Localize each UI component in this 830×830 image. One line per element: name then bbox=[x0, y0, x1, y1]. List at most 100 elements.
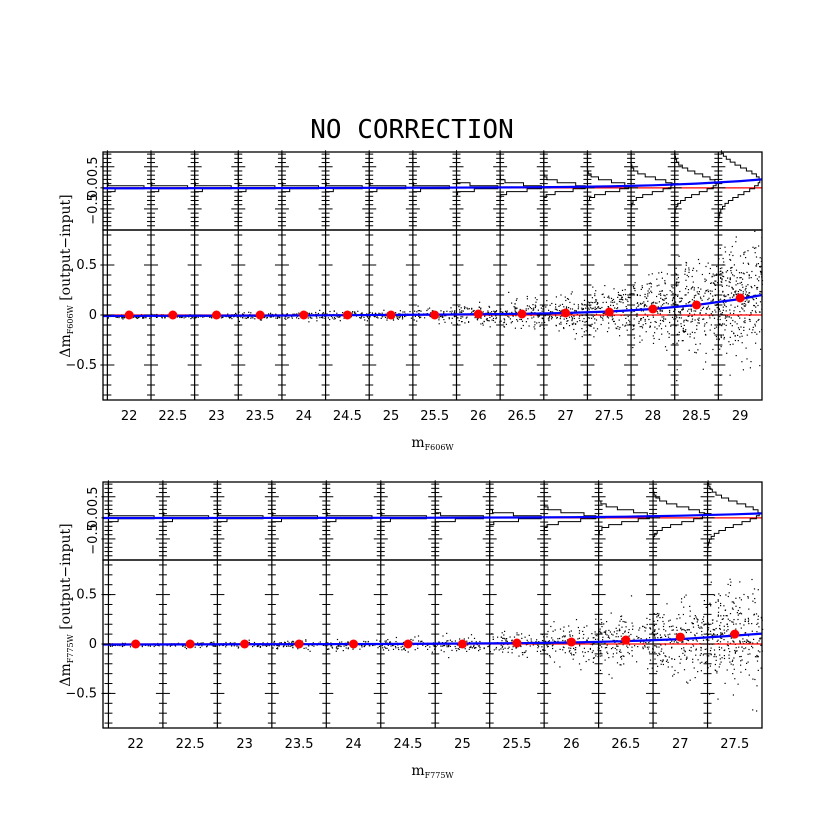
data-point bbox=[636, 294, 638, 296]
data-point bbox=[740, 277, 742, 279]
data-point bbox=[559, 628, 562, 630]
data-point bbox=[449, 311, 451, 313]
data-point bbox=[230, 316, 232, 318]
data-point bbox=[644, 293, 646, 295]
data-point bbox=[343, 645, 345, 647]
data-point bbox=[491, 311, 493, 313]
data-point bbox=[621, 289, 624, 291]
data-point bbox=[659, 323, 662, 325]
y-tick-label: 0.5 bbox=[76, 258, 97, 273]
data-point bbox=[536, 322, 538, 324]
data-point bbox=[740, 613, 743, 615]
data-point bbox=[746, 640, 748, 642]
data-point bbox=[625, 626, 627, 628]
data-point bbox=[748, 295, 750, 297]
data-point bbox=[701, 627, 703, 629]
data-point bbox=[676, 369, 678, 371]
data-point bbox=[741, 284, 743, 286]
data-point bbox=[579, 315, 581, 317]
data-point bbox=[754, 252, 756, 254]
data-point bbox=[694, 319, 696, 321]
data-point bbox=[685, 279, 687, 281]
data-point bbox=[587, 301, 589, 303]
data-point bbox=[231, 645, 233, 647]
data-point bbox=[731, 296, 734, 298]
data-point bbox=[394, 645, 397, 648]
data-point bbox=[649, 282, 651, 284]
data-point bbox=[715, 336, 717, 338]
data-point bbox=[669, 321, 671, 324]
data-point bbox=[252, 317, 254, 319]
data-point bbox=[311, 312, 313, 314]
data-point bbox=[478, 645, 480, 647]
data-point bbox=[115, 316, 117, 318]
data-point bbox=[615, 327, 617, 329]
data-point bbox=[735, 605, 737, 607]
data-point bbox=[599, 644, 601, 647]
data-point bbox=[670, 625, 672, 628]
data-point bbox=[601, 646, 603, 648]
data-point bbox=[417, 305, 419, 307]
data-point bbox=[479, 648, 481, 650]
data-point bbox=[502, 648, 504, 650]
data-point bbox=[688, 349, 690, 351]
data-point bbox=[719, 595, 721, 597]
data-point bbox=[538, 645, 540, 647]
data-point bbox=[744, 305, 746, 307]
data-point bbox=[369, 311, 371, 314]
data-point bbox=[480, 307, 482, 309]
data-point bbox=[451, 317, 453, 319]
data-point bbox=[521, 637, 523, 639]
data-point bbox=[665, 630, 667, 632]
data-point bbox=[603, 296, 605, 298]
data-point bbox=[346, 644, 348, 646]
panel-f775w: −0.500.5−0.50.00.522 22.5 23 23.5 24 24.5 25 25… bbox=[58, 480, 764, 780]
data-point bbox=[614, 323, 616, 325]
data-point bbox=[723, 629, 725, 631]
data-point bbox=[149, 317, 151, 319]
data-point bbox=[589, 647, 591, 650]
data-point bbox=[622, 633, 624, 635]
data-point bbox=[563, 327, 565, 329]
data-point bbox=[151, 313, 153, 315]
median-point bbox=[430, 310, 440, 320]
data-point bbox=[638, 322, 640, 324]
data-point bbox=[418, 640, 420, 642]
data-point bbox=[758, 280, 760, 282]
data-point bbox=[454, 645, 456, 648]
data-point bbox=[663, 302, 665, 305]
data-point bbox=[599, 669, 602, 671]
data-point bbox=[121, 645, 123, 648]
data-point bbox=[476, 319, 479, 321]
data-point bbox=[733, 657, 735, 659]
median-point bbox=[457, 639, 467, 649]
data-point bbox=[721, 278, 723, 280]
data-point bbox=[284, 316, 286, 318]
data-point bbox=[594, 295, 596, 297]
data-point bbox=[360, 644, 362, 647]
data-point bbox=[553, 661, 556, 663]
data-point bbox=[266, 317, 268, 319]
data-point bbox=[455, 315, 457, 317]
data-point bbox=[516, 298, 518, 300]
data-point bbox=[644, 645, 646, 647]
data-point bbox=[700, 309, 702, 311]
data-point bbox=[692, 661, 694, 663]
data-point bbox=[620, 656, 622, 658]
hist-y-tick-label: 0.5 bbox=[86, 486, 101, 507]
data-point bbox=[733, 312, 735, 315]
data-point bbox=[326, 645, 328, 647]
data-point bbox=[479, 646, 481, 648]
data-point bbox=[489, 316, 491, 319]
data-point bbox=[740, 655, 742, 658]
data-point bbox=[615, 627, 617, 629]
data-point bbox=[750, 641, 752, 643]
data-point bbox=[707, 289, 709, 291]
data-point bbox=[323, 313, 325, 315]
data-point bbox=[456, 644, 458, 646]
data-point bbox=[675, 626, 678, 628]
data-point bbox=[600, 316, 602, 319]
median-point bbox=[168, 310, 178, 320]
data-point bbox=[727, 294, 730, 296]
data-point bbox=[474, 647, 476, 649]
